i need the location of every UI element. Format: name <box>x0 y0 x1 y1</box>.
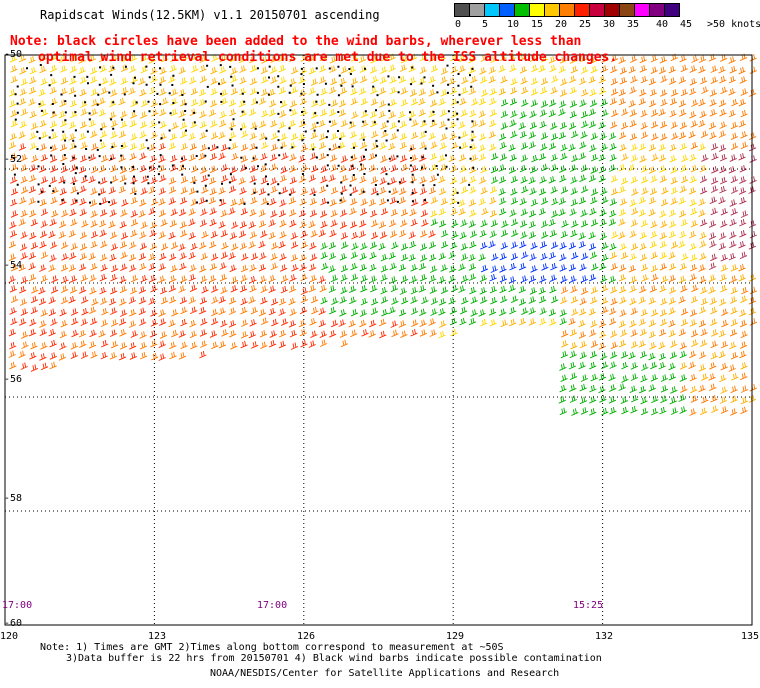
lat-label-58: -58 <box>4 493 23 504</box>
legend-color-bar <box>454 3 680 17</box>
map-frame <box>4 54 753 626</box>
footnote-1: Note: 1) Times are GMT 2)Times along bot… <box>40 642 504 653</box>
note-line-2: optimal wind retrieval conditions are me… <box>38 50 618 65</box>
lon-label-120: 120 <box>0 631 19 642</box>
time-label-3: 15:25 <box>573 600 604 611</box>
wind-speed-legend: 0 5 10 15 20 25 30 35 40 45 >50 knots <box>454 3 760 30</box>
legend-label-20: 20 <box>555 19 568 30</box>
legend-label-40: 40 <box>656 19 669 30</box>
lon-label-126: 126 <box>297 631 316 642</box>
map-grid <box>4 54 753 626</box>
legend-label-45: 45 <box>680 19 693 30</box>
wind-barb-group <box>480 240 597 284</box>
legend-label-35: 35 <box>627 19 640 30</box>
lon-label-123: 123 <box>148 631 167 642</box>
time-label-2: 17:00 <box>257 600 288 611</box>
map-title: Rapidscat Winds(12.5KM) v1.1 20150701 as… <box>40 8 380 22</box>
note-line-1: Note: black circles have been added to t… <box>10 34 582 49</box>
wind-barb-group <box>320 98 687 416</box>
footnote-2: 3)Data buffer is 22 hrs from 20150701 4)… <box>66 653 602 664</box>
legend-label-10: 10 <box>507 19 520 30</box>
wind-barb-group <box>700 143 757 270</box>
lat-label-60: -60 <box>4 618 23 629</box>
wind-barb-group <box>8 53 757 416</box>
lon-label-129: 129 <box>446 631 465 642</box>
legend-label-30: 30 <box>603 19 616 30</box>
wind-barb-group <box>8 142 436 372</box>
wind-barbs-layer <box>8 53 758 416</box>
time-label-1: 17:00 <box>2 600 33 611</box>
lat-label-56: -56 <box>4 374 23 385</box>
legend-label-max: >50 knots <box>707 19 760 30</box>
wind-barb-group <box>8 53 758 416</box>
legend-label-15: 15 <box>531 19 544 30</box>
legend-swatch <box>664 3 680 17</box>
lat-label-54: -54 <box>4 260 23 271</box>
lat-label-52: -52 <box>4 154 23 165</box>
lon-label-135: 135 <box>741 631 760 642</box>
legend-label-5: 5 <box>482 19 489 30</box>
legend-label-0: 0 <box>455 19 462 30</box>
wind-barb-group <box>9 53 706 339</box>
legend-label-25: 25 <box>579 19 592 30</box>
footnote-credit: NOAA/NESDIS/Center for Satellite Applica… <box>210 668 560 679</box>
lat-label-50: -50 <box>4 49 23 60</box>
lon-label-132: 132 <box>595 631 614 642</box>
